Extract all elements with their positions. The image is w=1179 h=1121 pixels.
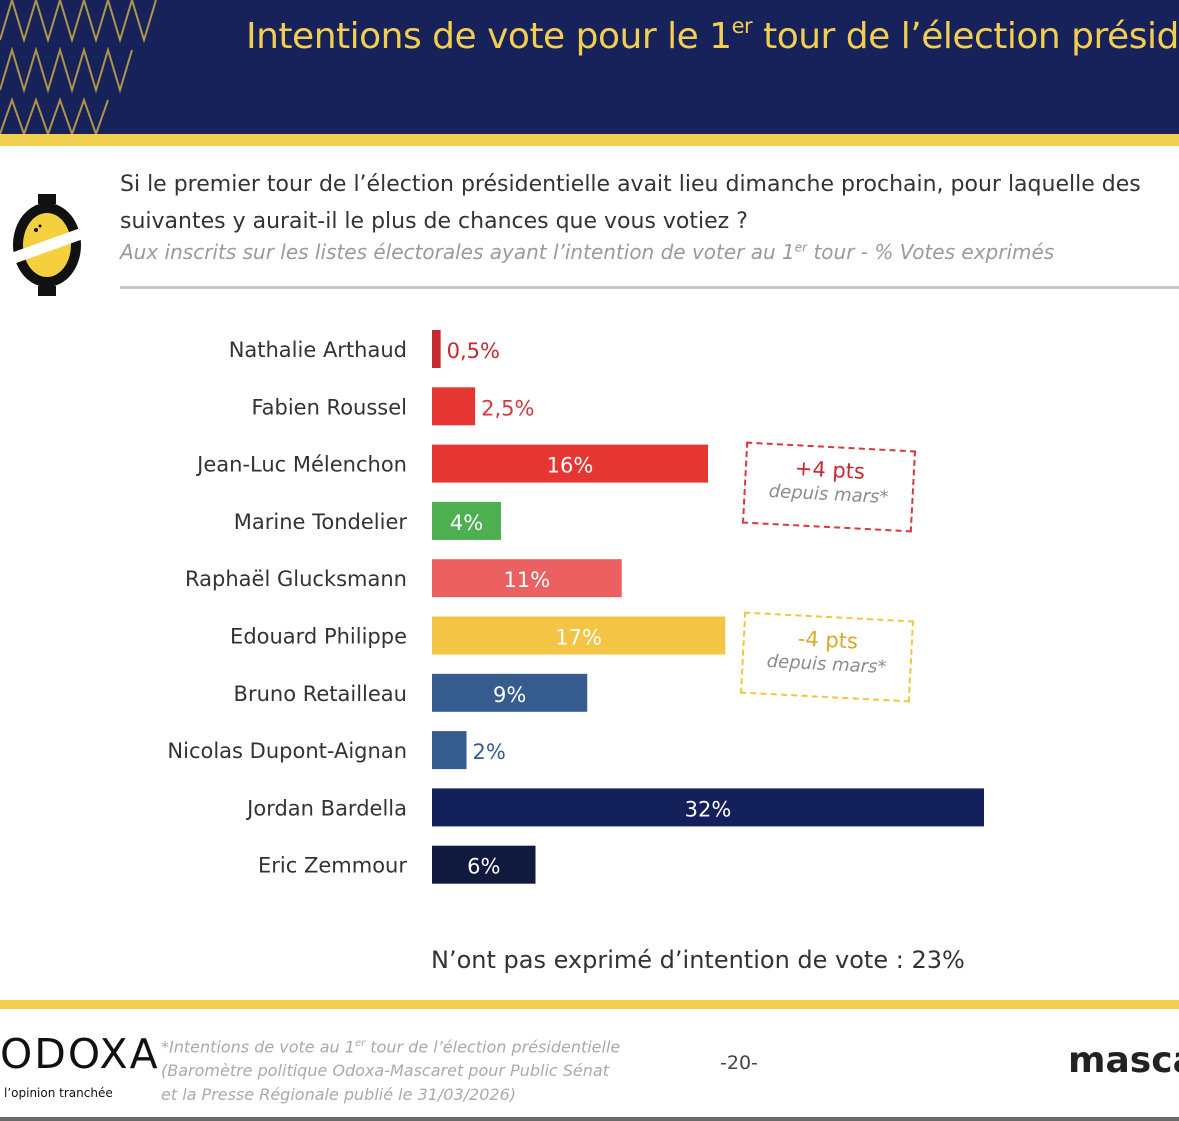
subtitle-text: Aux inscrits sur les listes électorales … <box>120 240 1055 264</box>
melenchon-change-callout: +4 pts depuis mars* <box>741 441 917 533</box>
philippe-change-callout: -4 pts depuis mars* <box>739 611 915 703</box>
value-label-nathalie-arthaud: 0,5% <box>447 339 500 363</box>
no-intention-note: N’ont pas exprimé d’intention de vote : … <box>431 946 965 974</box>
question-text: Si le premier tour de l’élection préside… <box>120 172 1141 234</box>
odoxa-logo: ODOXA <box>0 1030 160 1078</box>
category-label-jean-luc-melenchon: Jean-Luc Mélenchon <box>195 453 407 477</box>
page-number: -20- <box>720 1052 758 1074</box>
value-label-jean-luc-melenchon: 16% <box>547 454 594 478</box>
bar-eric-zemmour <box>432 845 536 884</box>
bar-edouard-philippe <box>432 616 726 655</box>
category-label-nathalie-arthaud: Nathalie Arthaud <box>229 338 407 362</box>
value-label-eric-zemmour: 6% <box>467 855 500 879</box>
gold-lines-decoration <box>0 0 157 134</box>
mascaret-logo: masca <box>1068 1040 1179 1081</box>
bar-nicolas-dupont-aignan <box>432 731 467 770</box>
value-label-jordan-bardella: 32% <box>685 797 732 821</box>
source-note: *Intentions de vote au 1er tour de l’éle… <box>161 1037 621 1105</box>
odoxa-tagline: l’opinion tranchée <box>4 1086 113 1100</box>
value-label-marine-tondelier: 4% <box>450 511 483 535</box>
bar-fabien-roussel <box>432 387 476 426</box>
bar-bruno-retailleau <box>432 673 588 712</box>
value-label-edouard-philippe: 17% <box>555 626 602 650</box>
value-label-nicolas-dupont-aignan: 2% <box>473 740 506 764</box>
separator-line <box>120 286 1179 289</box>
category-label-eric-zemmour: Eric Zemmour <box>258 854 407 878</box>
value-label-raphael-glucksmann: 11% <box>504 568 551 592</box>
category-label-jordan-bardella: Jordan Bardella <box>245 796 407 820</box>
category-label-marine-tondelier: Marine Tondelier <box>234 510 408 534</box>
category-label-bruno-retailleau: Bruno Retailleau <box>234 682 407 706</box>
bar-nathalie-arthaud <box>432 330 441 368</box>
value-label-bruno-retailleau: 9% <box>493 683 526 707</box>
bar-jean-luc-melenchon <box>432 444 708 483</box>
odoxa-o-logo-icon <box>8 194 86 296</box>
header-banner: Intentions de vote pour le 1er tour de l… <box>0 0 1179 134</box>
category-label-nicolas-dupont-aignan: Nicolas Dupont-Aignan <box>167 739 407 763</box>
bottom-edge <box>0 1117 1179 1121</box>
category-label-raphael-glucksmann: Raphaël Glucksmann <box>185 567 407 591</box>
footer-gold-band <box>0 1000 1179 1009</box>
bar-marine-tondelier <box>432 501 501 540</box>
vote-intention-bar-chart: Nathalie Arthaud 0,5% Fabien Roussel 2,5% Je… <box>167 330 984 884</box>
header-gold-band <box>0 134 1179 146</box>
value-label-fabien-roussel: 2,5% <box>481 396 534 420</box>
category-label-edouard-philippe: Edouard Philippe <box>230 625 407 649</box>
page-title: Intentions de vote pour le 1er tour de l… <box>246 14 1179 57</box>
bar-jordan-bardella <box>432 788 984 827</box>
bar-raphael-glucksmann <box>432 559 622 598</box>
category-label-fabien-roussel: Fabien Roussel <box>251 395 407 419</box>
